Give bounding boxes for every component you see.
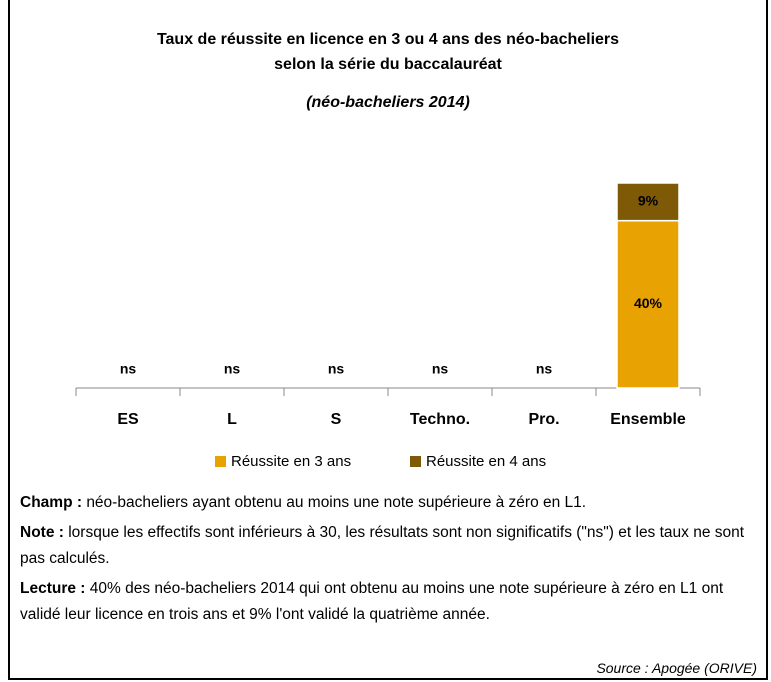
- value-label: ns: [120, 361, 137, 377]
- value-label: ns: [224, 361, 241, 377]
- chart-title: Taux de réussite en licence en 3 ou 4 an…: [157, 31, 619, 48]
- note: Lecture : 40% des néo-bacheliers 2014 qu…: [20, 576, 760, 628]
- page: Taux de réussite en licence en 3 ou 4 an…: [0, 0, 771, 682]
- notes: Champ : néo-bacheliers ayant obtenu au m…: [20, 490, 760, 632]
- source: Source : Apogée (ORIVE): [596, 660, 757, 676]
- x-tick-label: Pro.: [528, 411, 559, 428]
- legend-label: Réussite en 3 ans: [231, 453, 351, 470]
- legend-label: Réussite en 4 ans: [426, 453, 546, 470]
- note-text: 40% des néo-bacheliers 2014 qui ont obte…: [20, 580, 723, 623]
- legend-swatch: [215, 456, 226, 467]
- x-tick-label: Ensemble: [610, 411, 686, 428]
- note-label: Note :: [20, 524, 64, 541]
- chart-title: selon la série du baccalauréat: [274, 56, 502, 73]
- legend-swatch: [410, 456, 421, 467]
- chart-subtitle: (néo-bacheliers 2014): [306, 94, 470, 111]
- x-tick-label: Techno.: [410, 411, 470, 428]
- note: Champ : néo-bacheliers ayant obtenu au m…: [20, 490, 760, 516]
- value-label: 9%: [638, 193, 659, 209]
- note-text: lorsque les effectifs sont inférieurs à …: [20, 524, 744, 567]
- value-label: ns: [328, 361, 345, 377]
- x-tick-label: S: [331, 411, 342, 428]
- note-label: Champ :: [20, 494, 82, 511]
- value-label: ns: [432, 361, 449, 377]
- note-label: Lecture :: [20, 580, 85, 597]
- x-tick-label: L: [227, 411, 237, 428]
- x-tick-label: ES: [117, 411, 139, 428]
- note-text: néo-bacheliers ayant obtenu au moins une…: [86, 494, 586, 511]
- value-label: ns: [536, 361, 553, 377]
- value-label: 40%: [634, 295, 663, 311]
- chart: Taux de réussite en licence en 3 ou 4 an…: [0, 0, 771, 490]
- note: Note : lorsque les effectifs sont inféri…: [20, 520, 760, 572]
